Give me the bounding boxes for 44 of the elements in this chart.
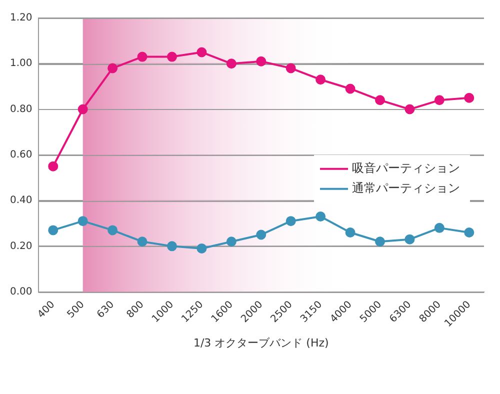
x-tick-label: 500 [66,299,87,321]
y-tick-label: 0.20 [10,240,32,252]
point [48,225,58,236]
y-tick-label: 0.40 [10,195,32,206]
point [108,63,118,74]
y-tick-label: 0.60 [10,150,32,161]
point [374,95,385,106]
point [286,63,296,74]
point [316,74,326,85]
x-tick-label: 400 [36,299,58,321]
point [108,225,118,236]
y-tick-label: 0.00 [10,286,32,298]
point [464,92,474,103]
point [434,95,444,106]
point [316,212,326,222]
y-tick-label: 1.20 [10,12,32,24]
point [166,241,177,252]
point [78,216,88,226]
point [404,104,415,114]
y-tick-label: 0.80 [10,104,32,115]
point [256,56,266,66]
point [374,236,385,247]
point [166,52,177,62]
point [196,47,207,58]
point [434,222,444,233]
point [345,84,356,94]
y-tick-label: 1.00 [10,58,32,70]
x-axis-title: 1/3 オクターブバンド (Hz) [193,336,329,350]
point [137,52,148,62]
point [404,234,415,244]
point [137,236,148,247]
point [226,58,236,69]
point [78,104,88,114]
point [345,227,356,238]
legend-label: 吸音パーティション [352,161,460,176]
legend-label: 通常パーティション [352,181,460,196]
point [256,230,266,240]
point [196,243,207,254]
point [464,227,474,238]
x-tick-label: 800 [124,299,146,321]
point [48,161,58,172]
point [226,236,236,247]
x-tick-label: 630 [95,299,117,321]
point [286,216,296,226]
